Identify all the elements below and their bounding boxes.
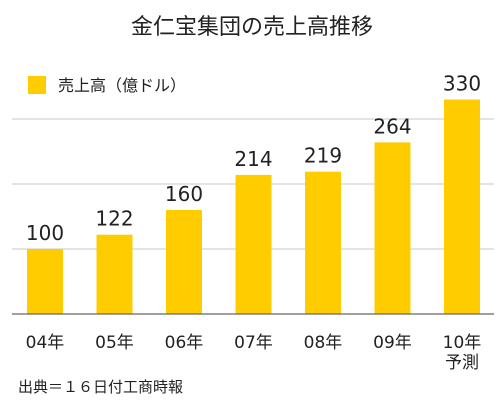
x-tick-label-1: 05年 xyxy=(95,333,134,353)
x-tick-label-2: 06年 xyxy=(165,333,204,353)
x-tick-label-4: 08年 xyxy=(304,333,343,353)
bar-0 xyxy=(27,249,63,314)
x-tick-label-0: 04年 xyxy=(26,333,65,353)
source-note: 出典＝１６日付工商時報 xyxy=(18,378,183,396)
bar-5 xyxy=(374,142,411,314)
data-label-5: 264 xyxy=(373,114,411,138)
data-label-6: 330 xyxy=(443,72,481,96)
data-label-2: 160 xyxy=(165,182,203,206)
legend-label: 売上高（億ドル） xyxy=(58,76,186,95)
data-label-1: 122 xyxy=(95,207,133,231)
data-label-0: 100 xyxy=(26,221,64,245)
legend: 売上高（億ドル） xyxy=(28,76,186,95)
bars xyxy=(27,99,480,314)
bar-4 xyxy=(305,171,341,314)
bar-6 xyxy=(444,99,480,314)
x-tick-label-3: 07年 xyxy=(234,333,273,353)
bar-3 xyxy=(235,174,272,314)
x-tick-label-6-line-1: 予測 xyxy=(445,353,479,373)
data-labels: 100 122 160 214 219 264 330 xyxy=(26,72,481,246)
legend-swatch xyxy=(28,76,46,94)
x-tick-label-5: 09年 xyxy=(373,333,412,353)
bar-2 xyxy=(166,210,202,314)
data-label-4: 219 xyxy=(304,144,342,168)
data-label-3: 214 xyxy=(234,147,272,171)
x-tick-label-6-line-0: 10年 xyxy=(443,333,482,353)
bar-1 xyxy=(96,234,133,314)
chart-title: 金仁宝集団の売上高推移 xyxy=(131,15,373,40)
